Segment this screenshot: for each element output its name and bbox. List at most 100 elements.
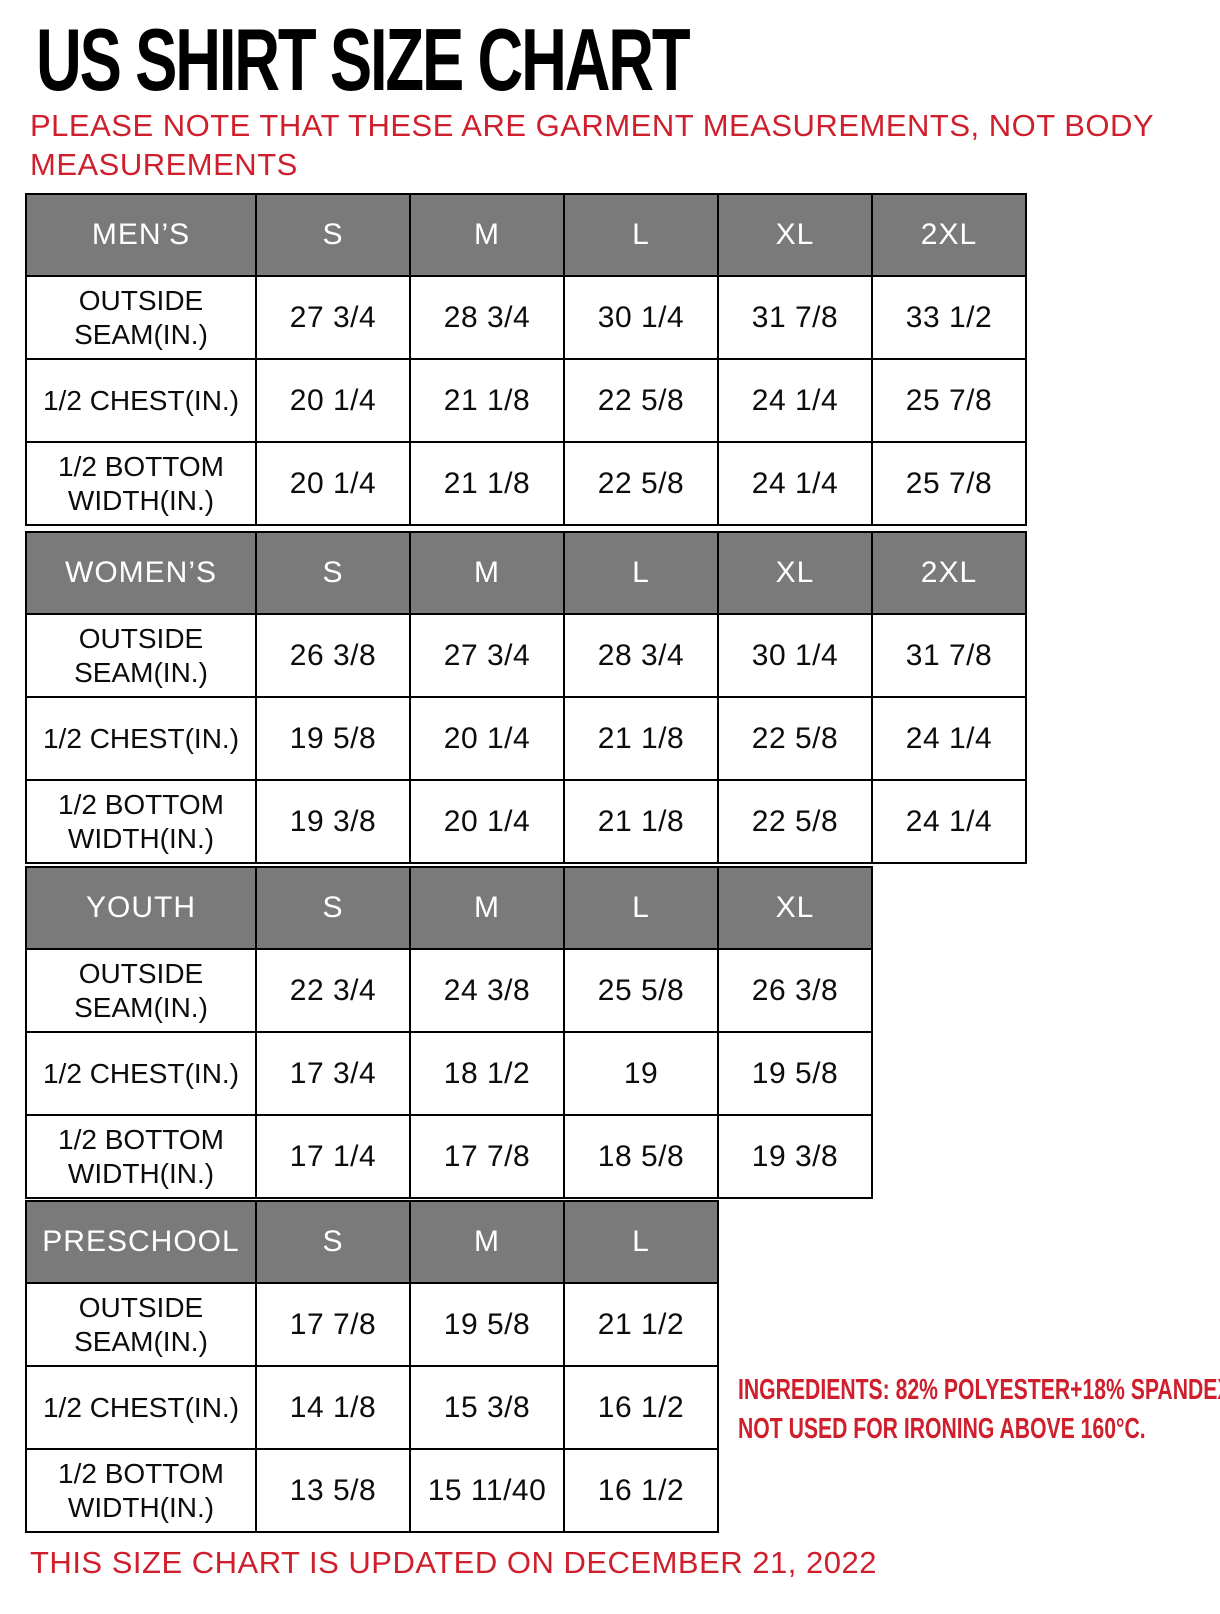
- youth-value-cell: 17 7/8: [409, 1114, 565, 1199]
- womens-measurement-row: OUTSIDE SEAM(IN.) 26 3/8 27 3/4 28 3/4 30 1/…: [25, 613, 1027, 698]
- mens-value-cell: 21 1/8: [409, 441, 565, 526]
- preschool-value-cell: 19 5/8: [409, 1282, 565, 1367]
- preschool-measurement-row: 1/2 CHEST(IN.) 14 1/8 15 3/8 16 1/2: [25, 1365, 719, 1450]
- womens-value-cell: 20 1/4: [409, 696, 565, 781]
- womens-value-cell: 30 1/4: [717, 613, 873, 698]
- mens-row-label: OUTSIDE SEAM(IN.): [25, 275, 257, 360]
- mens-group-header: MEN’S: [25, 193, 257, 277]
- womens-size-header-xl: XL: [717, 531, 873, 615]
- youth-measurement-row: OUTSIDE SEAM(IN.) 22 3/4 24 3/8 25 5/8 26 3/…: [25, 948, 873, 1033]
- womens-measurement-row: 1/2 CHEST(IN.) 19 5/8 20 1/4 21 1/8 22 5/8 24…: [25, 696, 1027, 781]
- youth-size-header-m: M: [409, 866, 565, 950]
- youth-row-label: OUTSIDE SEAM(IN.): [25, 948, 257, 1033]
- youth-value-cell: 19 3/8: [717, 1114, 873, 1199]
- preschool-row-label: OUTSIDE SEAM(IN.): [25, 1282, 257, 1367]
- youth-group-header: YOUTH: [25, 866, 257, 950]
- youth-measurement-row: 1/2 CHEST(IN.) 17 3/4 18 1/2 19 19 5/8: [25, 1031, 873, 1116]
- mens-size-header-2xl: 2XL: [871, 193, 1027, 277]
- womens-size-table: WOMEN’S S M L XL 2XL OUTSIDE SEAM(IN.) 26 3/8 27…: [25, 531, 1027, 864]
- youth-value-cell: 22 3/4: [255, 948, 411, 1033]
- youth-value-cell: 18 1/2: [409, 1031, 565, 1116]
- mens-value-cell: 30 1/4: [563, 275, 719, 360]
- youth-value-cell: 17 1/4: [255, 1114, 411, 1199]
- chart-updated-note: THIS SIZE CHART IS UPDATED ON DECEMBER 2…: [30, 1545, 877, 1580]
- youth-value-cell: 18 5/8: [563, 1114, 719, 1199]
- womens-row-label: 1/2 CHEST(IN.): [25, 696, 257, 781]
- ingredients-note: INGREDIENTS: 82% POLYESTER+18% SPANDEX. …: [738, 1371, 1220, 1449]
- mens-value-cell: 28 3/4: [409, 275, 565, 360]
- mens-measurement-row: OUTSIDE SEAM(IN.) 27 3/4 28 3/4 30 1/4 31 7/…: [25, 275, 1027, 360]
- womens-measurement-row: 1/2 BOTTOM WIDTH(IN.) 19 3/8 20 1/4 21 1/8 2…: [25, 779, 1027, 864]
- preschool-value-cell: 16 1/2: [563, 1365, 719, 1450]
- mens-row-label: 1/2 CHEST(IN.): [25, 358, 257, 443]
- youth-value-cell: 17 3/4: [255, 1031, 411, 1116]
- preschool-value-cell: 15 11/40: [409, 1448, 565, 1533]
- mens-value-cell: 22 5/8: [563, 358, 719, 443]
- mens-row-label: 1/2 BOTTOM WIDTH(IN.): [25, 441, 257, 526]
- womens-size-header-2xl: 2XL: [871, 531, 1027, 615]
- preschool-value-cell: 15 3/8: [409, 1365, 565, 1450]
- mens-value-cell: 22 5/8: [563, 441, 719, 526]
- preschool-value-cell: 21 1/2: [563, 1282, 719, 1367]
- mens-size-header-m: M: [409, 193, 565, 277]
- garment-measurements-note: PLEASE NOTE THAT THESE ARE GARMENT MEASU…: [30, 106, 1154, 184]
- youth-size-header-xl: XL: [717, 866, 873, 950]
- womens-header-row: WOMEN’S S M L XL 2XL: [25, 531, 1027, 615]
- mens-value-cell: 27 3/4: [255, 275, 411, 360]
- womens-value-cell: 19 5/8: [255, 696, 411, 781]
- page-title: US SHIRT SIZE CHART: [36, 10, 691, 109]
- womens-value-cell: 28 3/4: [563, 613, 719, 698]
- womens-value-cell: 31 7/8: [871, 613, 1027, 698]
- mens-value-cell: 24 1/4: [717, 441, 873, 526]
- mens-value-cell: 21 1/8: [409, 358, 565, 443]
- preschool-value-cell: 16 1/2: [563, 1448, 719, 1533]
- youth-value-cell: 26 3/8: [717, 948, 873, 1033]
- womens-value-cell: 22 5/8: [717, 696, 873, 781]
- mens-size-table: MEN’S S M L XL 2XL OUTSIDE SEAM(IN.) 27 3/4 28 3…: [25, 193, 1027, 526]
- womens-row-label: OUTSIDE SEAM(IN.): [25, 613, 257, 698]
- youth-size-table: YOUTH S M L XL OUTSIDE SEAM(IN.) 22 3/4 24 3/8 2…: [25, 866, 873, 1199]
- ingredients-note-line1: INGREDIENTS: 82% POLYESTER+18% SPANDEX.: [738, 1374, 1220, 1406]
- preschool-size-header-l: L: [563, 1200, 719, 1284]
- youth-value-cell: 25 5/8: [563, 948, 719, 1033]
- mens-value-cell: 25 7/8: [871, 358, 1027, 443]
- womens-value-cell: 22 5/8: [717, 779, 873, 864]
- mens-value-cell: 20 1/4: [255, 358, 411, 443]
- mens-header-row: MEN’S S M L XL 2XL: [25, 193, 1027, 277]
- womens-size-header-s: S: [255, 531, 411, 615]
- mens-value-cell: 25 7/8: [871, 441, 1027, 526]
- mens-size-header-xl: XL: [717, 193, 873, 277]
- mens-value-cell: 24 1/4: [717, 358, 873, 443]
- preschool-value-cell: 17 7/8: [255, 1282, 411, 1367]
- womens-value-cell: 26 3/8: [255, 613, 411, 698]
- preschool-measurement-row: OUTSIDE SEAM(IN.) 17 7/8 19 5/8 21 1/2: [25, 1282, 719, 1367]
- garment-measurements-note-line1: PLEASE NOTE THAT THESE ARE GARMENT MEASU…: [30, 108, 1155, 143]
- womens-group-header: WOMEN’S: [25, 531, 257, 615]
- preschool-row-label: 1/2 CHEST(IN.): [25, 1365, 257, 1450]
- womens-value-cell: 21 1/8: [563, 779, 719, 864]
- preschool-group-header: PRESCHOOL: [25, 1200, 257, 1284]
- preschool-measurement-row: 1/2 BOTTOM WIDTH(IN.) 13 5/8 15 11/40 16 1/…: [25, 1448, 719, 1533]
- mens-value-cell: 33 1/2: [871, 275, 1027, 360]
- preschool-size-header-s: S: [255, 1200, 411, 1284]
- youth-row-label: 1/2 CHEST(IN.): [25, 1031, 257, 1116]
- preschool-size-header-m: M: [409, 1200, 565, 1284]
- womens-value-cell: 24 1/4: [871, 696, 1027, 781]
- mens-measurement-row: 1/2 CHEST(IN.) 20 1/4 21 1/8 22 5/8 24 1/4 25…: [25, 358, 1027, 443]
- womens-value-cell: 20 1/4: [409, 779, 565, 864]
- mens-size-header-s: S: [255, 193, 411, 277]
- garment-measurements-note-line2: MEASUREMENTS: [30, 147, 298, 182]
- mens-measurement-row: 1/2 BOTTOM WIDTH(IN.) 20 1/4 21 1/8 22 5/8 2…: [25, 441, 1027, 526]
- ingredients-note-line2: NOT USED FOR IRONING ABOVE 160°C.: [738, 1413, 1146, 1445]
- preschool-size-table: PRESCHOOL S M L OUTSIDE SEAM(IN.) 17 7/8 19 5/…: [25, 1200, 719, 1533]
- youth-value-cell: 19 5/8: [717, 1031, 873, 1116]
- youth-size-header-l: L: [563, 866, 719, 950]
- youth-measurement-row: 1/2 BOTTOM WIDTH(IN.) 17 1/4 17 7/8 18 5/8 1…: [25, 1114, 873, 1199]
- preschool-value-cell: 14 1/8: [255, 1365, 411, 1450]
- womens-value-cell: 27 3/4: [409, 613, 565, 698]
- preschool-value-cell: 13 5/8: [255, 1448, 411, 1533]
- mens-value-cell: 31 7/8: [717, 275, 873, 360]
- youth-header-row: YOUTH S M L XL: [25, 866, 873, 950]
- youth-size-header-s: S: [255, 866, 411, 950]
